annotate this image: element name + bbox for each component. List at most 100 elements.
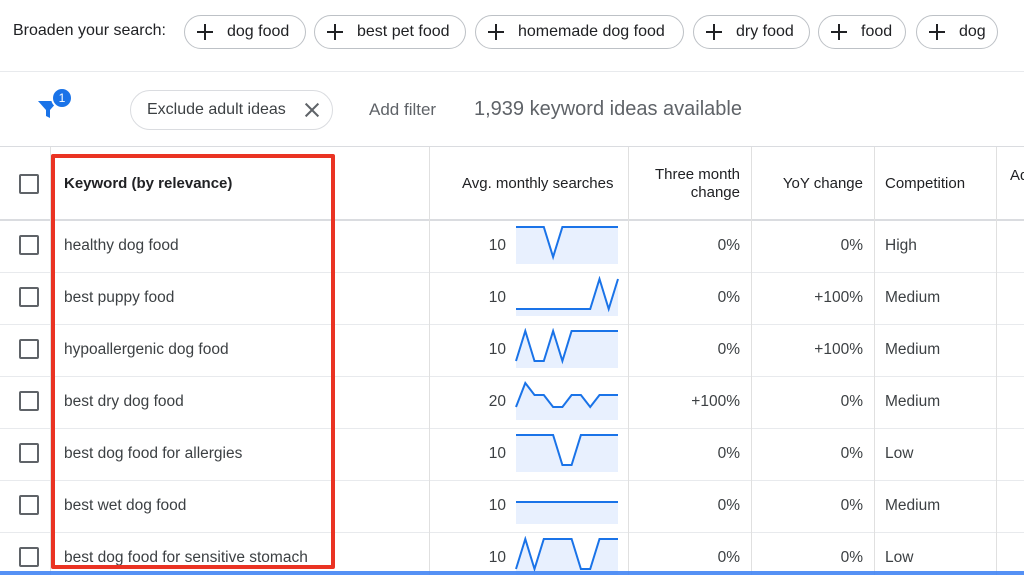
trend-sparkline[interactable] [515,432,619,472]
column-divider [628,377,629,429]
row-checkbox[interactable] [19,495,39,515]
chip-label: food [861,23,893,40]
column-divider [996,147,997,221]
competition-cell: Low [885,549,914,566]
trend-sparkline[interactable] [515,484,619,524]
plus-icon [706,24,722,40]
column-divider [429,147,430,221]
sparkline-line [516,276,619,313]
row-checkbox[interactable] [19,547,39,567]
trend-sparkline[interactable] [515,328,619,368]
trend-sparkline[interactable] [515,380,619,420]
close-icon[interactable] [304,102,320,118]
column-divider [628,429,629,481]
column-divider [996,533,997,575]
broaden-chip-food[interactable]: food [818,15,906,49]
column-divider [996,481,997,533]
table-row[interactable]: best dry dog food 20 +100% 0% Medium [0,377,1024,429]
three-month-change-cell: 0% [717,341,740,358]
yoy-change-cell: 0% [840,549,863,566]
plus-icon [929,24,945,40]
avg-monthly-searches-cell: 20 [488,393,506,410]
sparkline-line [515,380,618,409]
keyword-cell[interactable]: healthy dog food [64,237,179,254]
row-checkbox[interactable] [19,235,39,255]
row-checkbox[interactable] [19,391,39,411]
add-filter-button[interactable]: Add filter [369,100,437,119]
select-all-checkbox[interactable] [19,174,39,194]
keyword-cell[interactable]: best dog food for sensitive stomach [64,549,308,566]
column-divider [874,325,875,377]
sparkline-area [516,502,618,524]
competition-cell: High [885,237,917,254]
broaden-chip-best-pet-food[interactable]: best pet food [314,15,466,49]
three-month-change-cell: 0% [717,237,740,254]
column-divider [874,221,875,273]
header-three-month-line2: change [690,184,740,201]
header-three-month-change[interactable]: Three month change [640,166,740,202]
table-row[interactable]: best puppy food 10 0% +100% Medium [0,273,1024,325]
plus-icon [488,24,504,40]
column-divider [50,325,51,377]
trend-sparkline[interactable] [515,276,619,316]
broaden-chip-dog[interactable]: dog [916,15,998,49]
competition-cell: Medium [885,289,941,306]
keyword-cell[interactable]: best dog food for allergies [64,445,243,462]
header-competition[interactable]: Competition [885,175,966,192]
horizontal-scrollbar[interactable] [0,571,1024,575]
header-ad-impression-share[interactable]: Ad [1010,167,1024,184]
three-month-change-cell: 0% [717,289,740,306]
broaden-chip-dog-food[interactable]: dog food [184,15,306,49]
avg-monthly-searches-cell: 10 [488,445,506,462]
broaden-chip-dry-food[interactable]: dry food [693,15,810,49]
header-yoy-change[interactable]: YoY change [782,175,863,192]
keyword-cell[interactable]: best dry dog food [64,393,184,410]
broaden-chip-homemade-dog-food[interactable]: homemade dog food [475,15,684,49]
yoy-change-cell: 0% [840,393,863,410]
avg-monthly-searches-cell: 10 [488,289,506,306]
yoy-change-cell: 0% [840,445,863,462]
column-divider [751,377,752,429]
column-divider [996,377,997,429]
header-three-month-line1: Three month [654,166,740,183]
keyword-cell[interactable]: hypoallergenic dog food [64,341,229,358]
yoy-change-cell: +100% [814,289,863,306]
header-keyword[interactable]: Keyword (by relevance) [64,175,233,192]
column-divider [628,147,629,221]
chip-label: dog [959,23,986,40]
column-divider [874,273,875,325]
table-row[interactable]: best wet dog food 10 0% 0% Medium [0,481,1024,533]
row-checkbox[interactable] [19,287,39,307]
plus-icon [831,24,847,40]
column-divider [429,273,430,325]
yoy-change-cell: 0% [840,497,863,514]
column-divider [996,429,997,481]
trend-sparkline[interactable] [515,224,619,264]
competition-cell: Medium [885,341,941,358]
sparkline-area [516,279,618,316]
trend-sparkline[interactable] [515,536,619,575]
avg-monthly-searches-cell: 10 [488,237,506,254]
keyword-cell[interactable]: best wet dog food [64,497,187,514]
column-divider [628,273,629,325]
plus-icon [327,24,343,40]
column-divider [429,221,430,273]
column-divider [628,533,629,575]
three-month-change-cell: +100% [691,393,740,410]
avg-monthly-searches-cell: 10 [488,497,506,514]
sparkline-line [515,536,618,573]
keyword-cell[interactable]: best puppy food [64,289,175,306]
table-row[interactable]: healthy dog food 10 0% 0% High [0,221,1024,273]
table-row[interactable]: hypoallergenic dog food 10 0% +100% Medium [0,325,1024,377]
column-divider [429,429,430,481]
header-avg-monthly-searches[interactable]: Avg. monthly searches [462,175,614,192]
row-checkbox[interactable] [19,443,39,463]
exclude-adult-ideas-chip[interactable]: Exclude adult ideas [130,90,333,130]
row-checkbox[interactable] [19,339,39,359]
column-divider [751,481,752,533]
column-divider [751,533,752,575]
table-row[interactable]: best dog food for sensitive stomach 10 0% 0… [0,533,1024,575]
column-divider [751,147,752,221]
sparkline-area [516,435,618,472]
table-row[interactable]: best dog food for allergies 10 0% 0% Low [0,429,1024,481]
